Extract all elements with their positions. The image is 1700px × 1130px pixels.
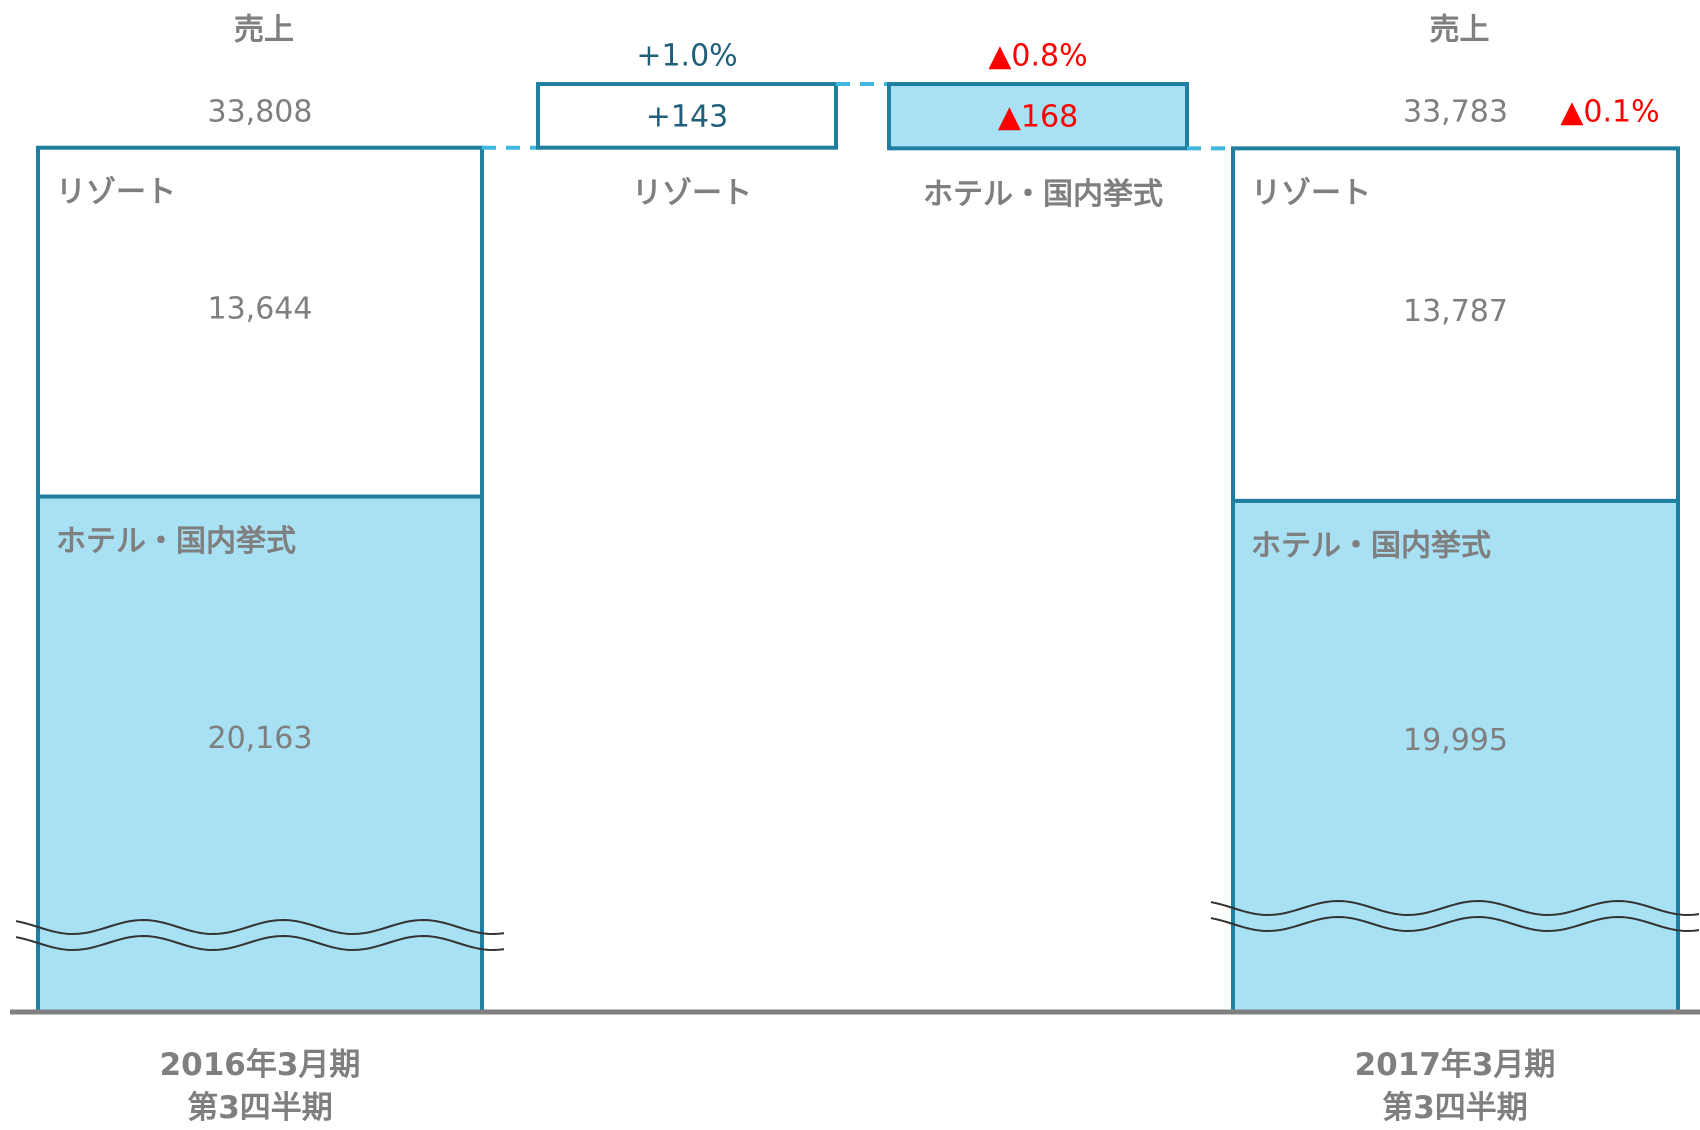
segment-name: リゾート — [1251, 176, 1371, 211]
total-value-label: 33,808 — [208, 95, 313, 130]
bar-segment — [1231, 498, 1680, 1014]
delta-box — [887, 82, 1189, 151]
delta-value-label: ▲168 — [998, 100, 1078, 135]
bar-segment — [1231, 146, 1680, 503]
delta-name: ホテル・国内挙式 — [923, 177, 1163, 212]
segment-value-label: 20,163 — [208, 721, 313, 756]
axis-break — [1210, 900, 1700, 916]
total-value-label: 33,783 — [1403, 95, 1508, 130]
delta-value-label: +143 — [646, 99, 728, 134]
axis-break — [15, 935, 505, 951]
segment-value-label: 13,644 — [208, 292, 313, 327]
delta-pct-label: +1.0% — [636, 39, 737, 74]
x-category-label: 2017年3月期 第3四半期 — [1354, 1047, 1556, 1126]
x-category-label: 2016年3月期 第3四半期 — [159, 1047, 361, 1126]
delta-name: リゾート — [632, 176, 752, 211]
bar-segment — [36, 145, 484, 499]
delta-pct-label: ▲0.8% — [988, 39, 1087, 74]
total-heading: 売上 — [234, 13, 294, 48]
axis-break — [15, 919, 505, 935]
total-change-label: ▲0.1% — [1560, 95, 1659, 130]
segment-value-label: 13,787 — [1403, 294, 1508, 329]
axis-break — [1210, 916, 1700, 932]
segment-name: リゾート — [56, 175, 176, 210]
segment-value-label: 19,995 — [1403, 723, 1508, 758]
delta-box — [536, 82, 838, 150]
segment-name: ホテル・国内挙式 — [1251, 528, 1491, 563]
total-heading: 売上 — [1430, 13, 1490, 48]
segment-name: ホテル・国内挙式 — [56, 524, 296, 559]
